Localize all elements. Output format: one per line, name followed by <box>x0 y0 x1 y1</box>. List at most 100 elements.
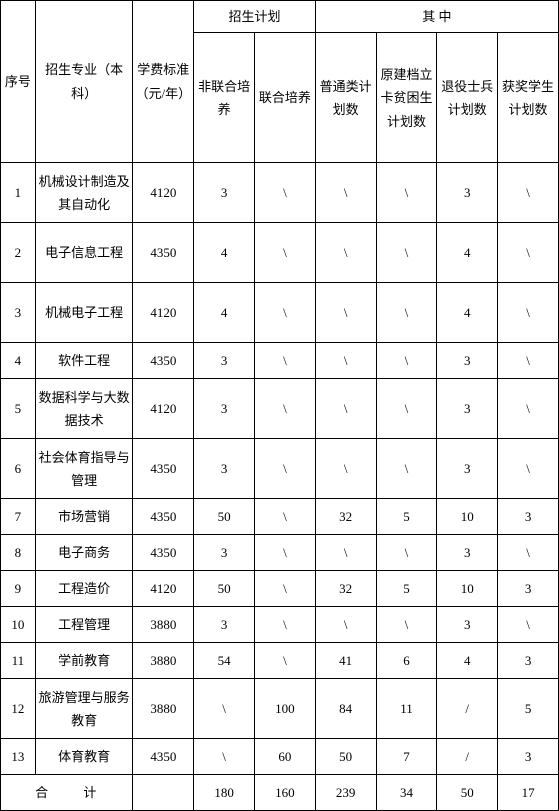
footer-awarded: 17 <box>498 775 559 811</box>
cell-joint: \ <box>254 163 315 223</box>
cell-ordinary: 41 <box>315 643 376 679</box>
cell-poverty: 6 <box>376 643 437 679</box>
cell-awarded: \ <box>498 343 559 379</box>
cell-joint: \ <box>254 607 315 643</box>
cell-seq: 6 <box>1 439 36 499</box>
cell-ordinary: \ <box>315 607 376 643</box>
cell-veteran: 4 <box>437 223 498 283</box>
cell-joint: \ <box>254 439 315 499</box>
cell-major: 社会体育指导与管理 <box>35 439 133 499</box>
table-row: 6社会体育指导与管理43503\\\3\ <box>1 439 559 499</box>
enrollment-table: 序号 招生专业（本科） 学费标准（元/年） 招生计划 其 中 非联合培养 联合培… <box>0 0 559 811</box>
header-plan-group: 招生计划 <box>194 1 316 33</box>
cell-fee: 4350 <box>133 499 194 535</box>
header-non-joint: 非联合培养 <box>194 33 255 163</box>
cell-seq: 12 <box>1 679 36 739</box>
cell-fee: 4350 <box>133 739 194 775</box>
cell-awarded: \ <box>498 535 559 571</box>
cell-ordinary: \ <box>315 535 376 571</box>
cell-non-joint: \ <box>194 739 255 775</box>
cell-veteran: 3 <box>437 535 498 571</box>
footer-fee <box>133 775 194 811</box>
cell-seq: 1 <box>1 163 36 223</box>
header-seq: 序号 <box>1 1 36 163</box>
cell-ordinary: \ <box>315 439 376 499</box>
header-detail-group: 其 中 <box>315 1 558 33</box>
cell-fee: 4350 <box>133 439 194 499</box>
cell-major: 电子商务 <box>35 535 133 571</box>
cell-non-joint: 50 <box>194 499 255 535</box>
cell-major: 学前教育 <box>35 643 133 679</box>
table-body: 1机械设计制造及其自动化41203\\\3\2电子信息工程43504\\\4\3… <box>1 163 559 775</box>
table-footer: 合 计 180 160 239 34 50 17 <box>1 775 559 811</box>
cell-major: 软件工程 <box>35 343 133 379</box>
cell-joint: 100 <box>254 679 315 739</box>
cell-fee: 3880 <box>133 643 194 679</box>
cell-non-joint: 4 <box>194 283 255 343</box>
cell-seq: 10 <box>1 607 36 643</box>
cell-awarded: \ <box>498 379 559 439</box>
cell-fee: 4120 <box>133 379 194 439</box>
cell-awarded: \ <box>498 439 559 499</box>
cell-ordinary: \ <box>315 379 376 439</box>
cell-joint: \ <box>254 643 315 679</box>
cell-fee: 4350 <box>133 535 194 571</box>
cell-seq: 4 <box>1 343 36 379</box>
header-ordinary: 普通类计划数 <box>315 33 376 163</box>
header-awarded: 获奖学生计划数 <box>498 33 559 163</box>
cell-seq: 5 <box>1 379 36 439</box>
cell-fee: 4120 <box>133 163 194 223</box>
cell-veteran: 3 <box>437 163 498 223</box>
table-row: 10工程管理38803\\\3\ <box>1 607 559 643</box>
cell-ordinary: 50 <box>315 739 376 775</box>
cell-non-joint: 50 <box>194 571 255 607</box>
cell-seq: 11 <box>1 643 36 679</box>
cell-poverty: \ <box>376 535 437 571</box>
cell-veteran: 3 <box>437 439 498 499</box>
table-row: 1机械设计制造及其自动化41203\\\3\ <box>1 163 559 223</box>
cell-seq: 9 <box>1 571 36 607</box>
cell-fee: 4120 <box>133 283 194 343</box>
cell-veteran: 10 <box>437 499 498 535</box>
header-joint: 联合培养 <box>254 33 315 163</box>
cell-joint: \ <box>254 571 315 607</box>
cell-major: 机械设计制造及其自动化 <box>35 163 133 223</box>
cell-joint: \ <box>254 343 315 379</box>
cell-awarded: \ <box>498 607 559 643</box>
header-major: 招生专业（本科） <box>35 1 133 163</box>
cell-seq: 13 <box>1 739 36 775</box>
cell-joint: \ <box>254 283 315 343</box>
footer-non-joint: 180 <box>194 775 255 811</box>
cell-seq: 2 <box>1 223 36 283</box>
cell-fee: 3880 <box>133 679 194 739</box>
cell-ordinary: 32 <box>315 571 376 607</box>
table-row: 8电子商务43503\\\3\ <box>1 535 559 571</box>
cell-major: 旅游管理与服务教育 <box>35 679 133 739</box>
cell-ordinary: 84 <box>315 679 376 739</box>
cell-ordinary: \ <box>315 163 376 223</box>
cell-seq: 7 <box>1 499 36 535</box>
cell-poverty: \ <box>376 343 437 379</box>
table-row: 7市场营销435050\325103 <box>1 499 559 535</box>
cell-non-joint: 54 <box>194 643 255 679</box>
cell-ordinary: 32 <box>315 499 376 535</box>
cell-ordinary: \ <box>315 283 376 343</box>
cell-poverty: 11 <box>376 679 437 739</box>
cell-non-joint: 3 <box>194 607 255 643</box>
cell-poverty: \ <box>376 223 437 283</box>
cell-fee: 4350 <box>133 343 194 379</box>
cell-major: 电子信息工程 <box>35 223 133 283</box>
footer-poverty: 34 <box>376 775 437 811</box>
header-veteran: 退役士兵计划数 <box>437 33 498 163</box>
cell-veteran: 3 <box>437 379 498 439</box>
header-poverty: 原建档立卡贫困生计划数 <box>376 33 437 163</box>
cell-awarded: 3 <box>498 643 559 679</box>
table-header: 序号 招生专业（本科） 学费标准（元/年） 招生计划 其 中 非联合培养 联合培… <box>1 1 559 163</box>
cell-awarded: 3 <box>498 499 559 535</box>
cell-poverty: 7 <box>376 739 437 775</box>
table-row: 3机械电子工程41204\\\4\ <box>1 283 559 343</box>
cell-ordinary: \ <box>315 343 376 379</box>
cell-major: 工程管理 <box>35 607 133 643</box>
cell-seq: 3 <box>1 283 36 343</box>
cell-veteran: 3 <box>437 343 498 379</box>
